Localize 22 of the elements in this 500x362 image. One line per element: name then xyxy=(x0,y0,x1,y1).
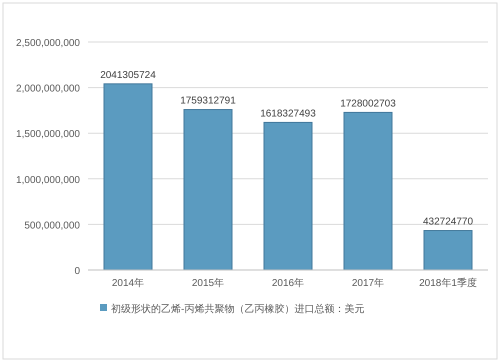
bar xyxy=(184,109,232,270)
y-tick-label: 2,000,000,000 xyxy=(16,84,80,95)
bar xyxy=(344,112,392,270)
y-tick-label: 0 xyxy=(74,266,80,277)
data-label: 432724770 xyxy=(422,216,474,228)
y-tick-label: 1,000,000,000 xyxy=(16,174,80,186)
x-tick-label: 2014年 xyxy=(112,277,144,289)
data-label: 1759312791 xyxy=(180,96,236,107)
bar xyxy=(424,230,472,270)
y-tick-label: 2,500,000,000 xyxy=(16,38,80,49)
x-tick-label: 2017年 xyxy=(352,277,384,289)
data-label: 1728002703 xyxy=(340,98,396,110)
x-tick-label: 2018年1季度 xyxy=(419,277,477,289)
bar xyxy=(264,122,312,270)
data-label: 1618327493 xyxy=(260,108,316,120)
legend-label: 初级形状的乙烯-丙烯共聚物（乙丙橡胶）进口总额：美元 xyxy=(111,303,364,315)
y-tick-label: 1,500,000,000 xyxy=(16,129,80,140)
x-tick-label: 2016年 xyxy=(272,277,304,289)
x-tick-label: 2015年 xyxy=(192,277,224,289)
data-label: 2041305724 xyxy=(100,70,156,81)
y-tick-label: 500,000,000 xyxy=(24,220,80,232)
bar xyxy=(104,83,152,270)
